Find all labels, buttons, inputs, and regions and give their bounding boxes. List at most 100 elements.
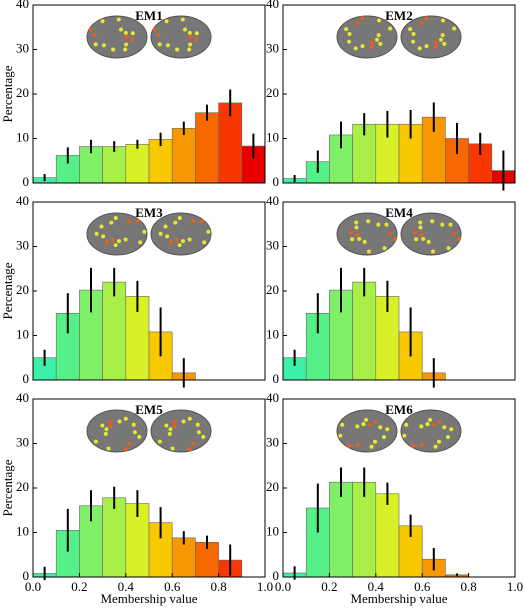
brain-spot xyxy=(163,224,168,229)
brain-spot xyxy=(338,433,343,438)
brain-spot xyxy=(187,416,192,421)
brain-spot xyxy=(188,42,193,47)
x-tick-label: 0.2 xyxy=(321,579,337,594)
y-tick-label: 0 xyxy=(273,568,280,583)
brain-spot xyxy=(355,424,360,429)
brain-spot xyxy=(88,27,93,32)
brain-spot xyxy=(378,425,383,430)
brain-image xyxy=(400,15,462,59)
y-tick-label: 40 xyxy=(16,193,29,208)
brain-spot xyxy=(181,239,186,244)
x-tick-label: 1.0 xyxy=(257,579,273,594)
y-tick-label: 30 xyxy=(266,40,279,55)
y-tick-label: 10 xyxy=(16,326,29,341)
brain-spot xyxy=(355,442,360,447)
brain-spot xyxy=(424,44,429,49)
brain-spot xyxy=(156,32,161,37)
bar xyxy=(375,493,400,578)
brain-spot xyxy=(113,243,118,248)
brain-spot xyxy=(187,30,192,35)
brain-spot xyxy=(346,443,351,448)
brain-spot xyxy=(366,219,371,224)
brain-spot xyxy=(206,229,211,234)
brain-spot xyxy=(355,21,360,26)
brain-spot xyxy=(388,26,393,31)
brain-spot xyxy=(113,216,118,221)
brain-image xyxy=(86,212,148,256)
brain-spot xyxy=(452,26,457,31)
panel-title: EM2 xyxy=(385,8,412,23)
brain-spot xyxy=(419,424,424,429)
brain-spot xyxy=(175,47,180,52)
y-axis-label: Percentage xyxy=(0,262,15,319)
brain-spot xyxy=(411,32,416,37)
bar xyxy=(195,112,219,184)
brain-spot xyxy=(344,27,349,32)
brain-spot xyxy=(142,229,147,234)
brain-spot xyxy=(340,422,345,427)
bar xyxy=(171,127,196,184)
brain-spot xyxy=(402,433,407,438)
brain-spot xyxy=(108,419,113,424)
brain-spot xyxy=(419,442,424,447)
brain-image xyxy=(400,409,462,453)
brain-spot xyxy=(431,422,436,427)
brain-spot xyxy=(182,27,187,32)
brain-spot xyxy=(413,230,418,235)
panel-title: EM6 xyxy=(385,402,413,417)
x-tick-label: 0.0 xyxy=(275,579,291,594)
brain-spot xyxy=(168,239,173,244)
brain-spot xyxy=(116,17,121,22)
brain-spot xyxy=(404,422,409,427)
brain-image xyxy=(150,409,212,453)
brain-image xyxy=(336,212,398,256)
brain-spot xyxy=(177,243,182,248)
brain-spot xyxy=(449,427,454,432)
brain-spot xyxy=(132,430,137,435)
brain-spot xyxy=(437,439,442,444)
brain-spot xyxy=(433,444,438,449)
brain-spot xyxy=(377,18,382,23)
brain-spot xyxy=(123,30,128,35)
brain-spot xyxy=(170,446,175,451)
brain-spot xyxy=(104,427,109,432)
x-axis-label: Membership value xyxy=(100,591,197,606)
brain-spot xyxy=(376,222,381,227)
brain-spot xyxy=(434,40,439,45)
brain-spot xyxy=(172,424,177,429)
brain-spot xyxy=(117,239,122,244)
brain-spot xyxy=(106,446,111,451)
brain-spot xyxy=(187,447,192,452)
brain-spot xyxy=(131,422,136,427)
brain-spot xyxy=(93,439,98,444)
x-tick-label: 0.6 xyxy=(164,579,181,594)
y-axis-label: Percentage xyxy=(0,459,15,516)
brain-spot xyxy=(378,41,383,46)
y-tick-label: 0 xyxy=(23,371,30,386)
brain-spot xyxy=(350,237,355,242)
brain-spot xyxy=(127,219,132,224)
brain-spot xyxy=(360,16,365,21)
brain-spot xyxy=(414,237,419,242)
brain-spot xyxy=(445,435,450,440)
y-axis-label: Percentage xyxy=(0,65,15,122)
brain-spot xyxy=(373,420,378,425)
brain-spot xyxy=(418,220,423,225)
brain-spot xyxy=(408,27,413,32)
brain-spot xyxy=(124,35,129,39)
y-tick-label: 30 xyxy=(16,237,29,252)
bar xyxy=(352,281,377,381)
brain-spot xyxy=(100,19,105,24)
brain-spot xyxy=(187,47,192,52)
x-tick-label: 1.0 xyxy=(507,579,523,594)
brain-spot xyxy=(165,43,170,48)
brain-spot xyxy=(430,249,435,254)
brain-spot xyxy=(347,32,352,37)
brain-spot xyxy=(419,21,424,26)
brain-spot xyxy=(353,46,358,51)
brain-spot xyxy=(194,31,199,36)
brain-spot xyxy=(130,31,135,36)
y-tick-label: 40 xyxy=(266,390,279,405)
brain-spot xyxy=(357,236,362,241)
brain-image xyxy=(150,15,212,59)
